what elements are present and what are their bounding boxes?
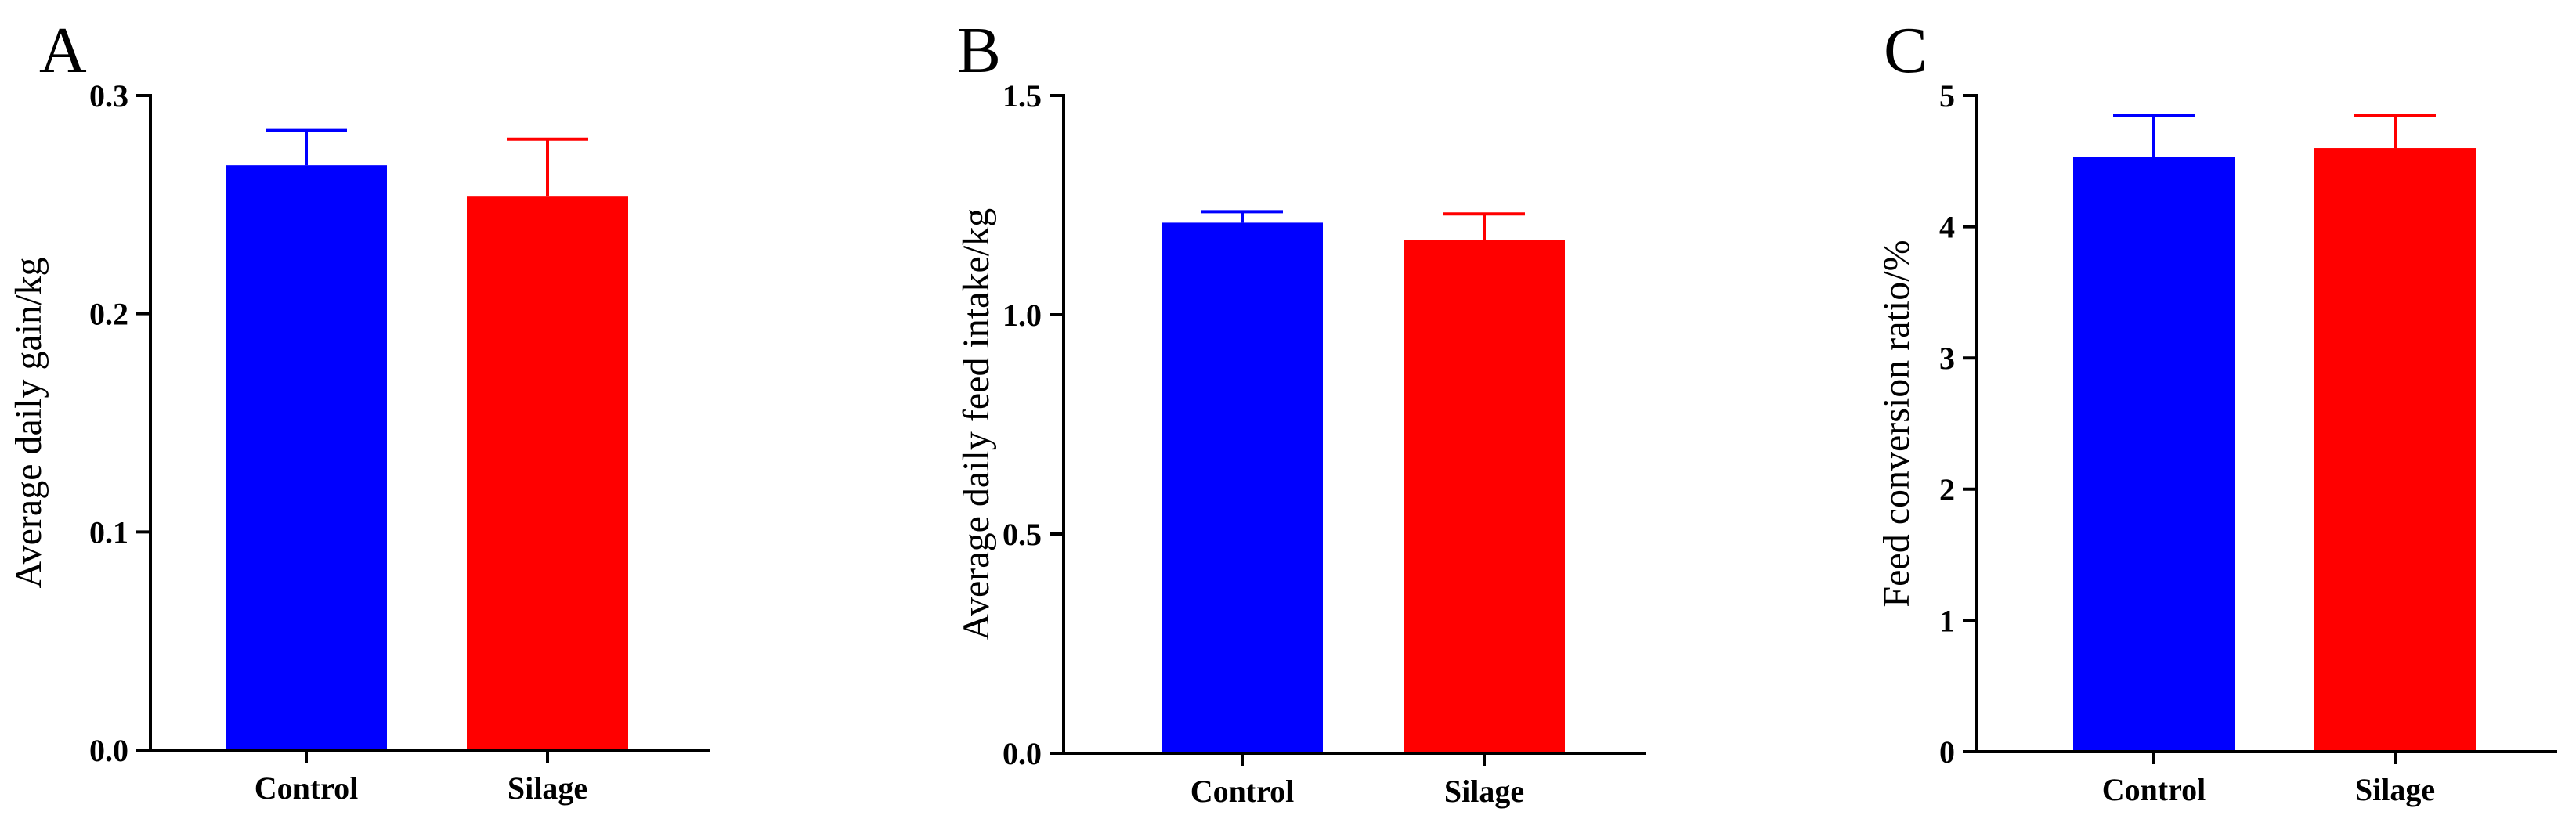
y-axis-label: Feed conversion ratio/% — [1876, 240, 1917, 607]
y-tick-label: 2 — [1939, 472, 1955, 507]
y-tick-label: 0.5 — [1003, 517, 1042, 552]
y-tick-label: 3 — [1939, 341, 1955, 376]
bar-control — [226, 165, 387, 750]
category-label: Silage — [508, 770, 587, 806]
category-label: Control — [1190, 774, 1295, 809]
y-tick-label: 1 — [1939, 603, 1955, 638]
y-tick-label: 0.0 — [1003, 736, 1042, 771]
y-tick-label: 5 — [1939, 78, 1955, 114]
category-label: Silage — [1444, 774, 1524, 809]
y-tick-label: 4 — [1939, 210, 1955, 245]
panel-label: A — [39, 14, 87, 87]
bar-silage — [2314, 148, 2476, 752]
y-tick-label: 0.3 — [89, 78, 128, 114]
panel-label: C — [1884, 14, 1927, 87]
y-tick-label: 0.0 — [89, 733, 128, 768]
y-axis-label: Average daily feed intake/kg — [956, 208, 997, 640]
panel-label: B — [957, 14, 1001, 87]
y-tick-label: 0 — [1939, 734, 1955, 770]
category-label: Control — [2102, 772, 2206, 807]
y-tick-label: 1.0 — [1003, 298, 1042, 333]
bar-control — [1162, 222, 1323, 753]
category-label: Silage — [2355, 772, 2435, 807]
bar-silage — [1404, 240, 1565, 753]
chart-panel-b: B Average daily feed intake/kg Control Sila… — [956, 14, 1646, 809]
chart-panel-c: C Feed conversion ratio/% Control Silage 0 1 2… — [1876, 14, 2557, 807]
y-tick-label: 1.5 — [1003, 78, 1042, 114]
y-axis-label: Average daily gain/kg — [8, 258, 49, 589]
y-tick-label: 0.2 — [89, 297, 128, 332]
bar-silage — [467, 196, 628, 751]
category-label: Control — [255, 770, 359, 806]
bar-control — [2073, 157, 2235, 752]
y-tick-label: 0.1 — [89, 514, 128, 550]
chart-panel-a: A Average daily gain/kg Control Silage 0.0 0.… — [8, 14, 710, 806]
